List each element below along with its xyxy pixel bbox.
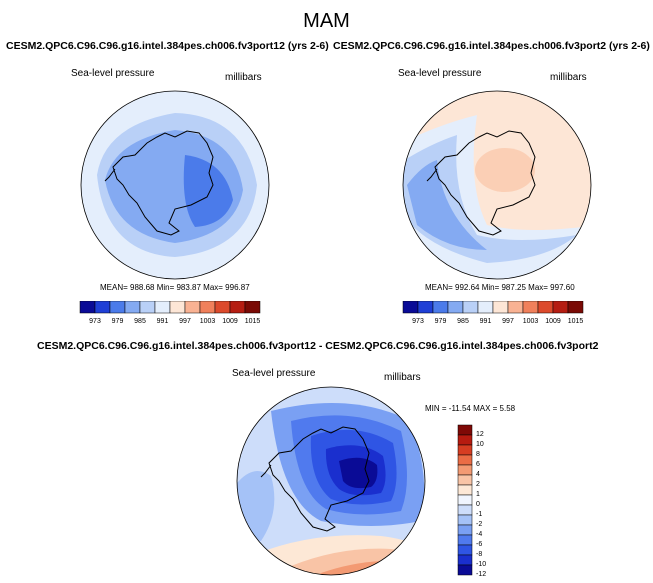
diff-colorbar-swatch bbox=[457, 474, 473, 486]
panel-1-colorbar-swatch bbox=[94, 301, 111, 314]
panel-1-colorbar-swatch bbox=[214, 301, 231, 314]
diff-stats: MIN = -11.54 MAX = 5.58 bbox=[425, 404, 516, 413]
diff-colorbar-tick: -4 bbox=[476, 531, 482, 538]
diff-colorbar-tick: 0 bbox=[476, 501, 480, 508]
panel-1-colorbar-swatch bbox=[139, 301, 156, 314]
panel-2-map bbox=[402, 90, 592, 280]
panel-1-coastline bbox=[104, 130, 214, 236]
panel-2-colorbar-tick: 973 bbox=[412, 318, 424, 325]
panel-1-contour-band bbox=[183, 155, 233, 227]
panel-1-colorbar-swatch bbox=[124, 301, 141, 314]
panel-2-stats: MEAN= 992.64 Min= 987.25 Max= 997.60 bbox=[425, 283, 575, 292]
diff-colorbar-swatch bbox=[457, 494, 473, 506]
diff-colorbar-swatch bbox=[457, 434, 473, 446]
diff-colorbar-swatch bbox=[457, 524, 473, 536]
panel-1-colorbar-tick: 985 bbox=[134, 318, 146, 325]
panel-2-contour-band bbox=[475, 148, 535, 192]
panel-2-colorbar-swatch bbox=[432, 301, 449, 314]
panel-1-colorbar-swatch bbox=[199, 301, 216, 314]
diff-map-border bbox=[236, 386, 426, 576]
panel-1-colorbar-swatch bbox=[109, 301, 126, 314]
diff-colorbar-tick: -6 bbox=[476, 541, 482, 548]
diff-colorbar-swatch bbox=[457, 534, 473, 546]
panel-1-colorbar-swatch bbox=[169, 301, 186, 314]
panel-2-map-border bbox=[402, 90, 592, 280]
diff-colorbar-swatch bbox=[457, 424, 473, 436]
panel-2-colorbar-swatch bbox=[522, 301, 539, 314]
panel-1-colorbar-swatch bbox=[184, 301, 201, 314]
panel-1-map-border bbox=[80, 90, 270, 280]
panel-2-colorbar-swatch bbox=[537, 301, 554, 314]
panel-2-colorbar-swatch bbox=[447, 301, 464, 314]
panel-2-contour-band bbox=[407, 160, 487, 250]
diff-colorbar-tick: -2 bbox=[476, 521, 482, 528]
panel-1-colorbar-tick: 1009 bbox=[222, 318, 238, 325]
panel-2-colorbar-swatch bbox=[492, 301, 509, 314]
diff-coastline bbox=[260, 426, 370, 532]
diff-colorbar-swatch bbox=[457, 484, 473, 496]
diff-colorbar-swatch bbox=[457, 544, 473, 556]
panel-1-colorbar-tick: 1015 bbox=[245, 318, 261, 325]
diff-colorbar-swatch bbox=[457, 444, 473, 456]
panel-1-title: CESM2.QPC6.C96.C96.g16.intel.384pes.ch00… bbox=[6, 40, 329, 52]
diff-map bbox=[236, 386, 426, 576]
panel-1-colorbar-swatch bbox=[79, 301, 96, 314]
panel-1-variable: Sea-level pressure bbox=[71, 68, 155, 79]
panel-1-colorbar-swatch bbox=[244, 301, 261, 314]
panel-2-units: millibars bbox=[550, 72, 587, 83]
panel-2-colorbar-tick: 991 bbox=[480, 318, 492, 325]
diff-colorbar-swatch bbox=[457, 454, 473, 466]
panel-2-colorbar-swatch bbox=[507, 301, 524, 314]
diff-units: millibars bbox=[384, 372, 421, 383]
panel-1-colorbar: 973 979 985 991 997 1003 1009 1015 bbox=[79, 301, 261, 325]
panel-2-coastline bbox=[426, 130, 536, 236]
diff-colorbar-swatch bbox=[457, 464, 473, 476]
panel-1-colorbar-tick: 997 bbox=[179, 318, 191, 325]
panel-2-colorbar-tick: 1009 bbox=[545, 318, 561, 325]
panel-1-colorbar-tick: 1003 bbox=[200, 318, 216, 325]
diff-colorbar-tick: -10 bbox=[476, 561, 486, 568]
panel-2-colorbar-swatch bbox=[462, 301, 479, 314]
diff-colorbar-tick: 1 bbox=[476, 491, 480, 498]
panel-2-colorbar-tick: 1003 bbox=[523, 318, 539, 325]
panel-1-colorbar-swatch bbox=[229, 301, 246, 314]
diff-colorbar-swatch bbox=[457, 554, 473, 566]
diff-title: CESM2.QPC6.C96.C96.g16.intel.384pes.ch00… bbox=[37, 340, 599, 352]
panel-2-variable: Sea-level pressure bbox=[398, 68, 482, 79]
diff-colorbar-tick: 12 bbox=[476, 431, 484, 438]
panel-1-colorbar-tick: 973 bbox=[89, 318, 101, 325]
diff-contour-band bbox=[339, 457, 378, 489]
panel-1-units: millibars bbox=[225, 72, 262, 83]
panel-2-colorbar-swatch bbox=[417, 301, 434, 314]
panel-2-colorbar-tick: 997 bbox=[502, 318, 514, 325]
diff-colorbar-swatch bbox=[457, 564, 473, 576]
panel-1-colorbar-tick: 991 bbox=[157, 318, 169, 325]
diff-colorbar-tick: 6 bbox=[476, 461, 480, 468]
figure-title: MAM bbox=[303, 10, 350, 32]
panel-2-title: CESM2.QPC6.C96.C96.g16.intel.384pes.ch00… bbox=[333, 40, 650, 52]
diff-colorbar-tick: -1 bbox=[476, 511, 482, 518]
diff-colorbar-tick: 8 bbox=[476, 451, 480, 458]
panel-2-colorbar-swatch bbox=[477, 301, 494, 314]
panel-2-colorbar-swatch bbox=[567, 301, 584, 314]
diff-colorbar-tick: 2 bbox=[476, 481, 480, 488]
panel-1-map bbox=[80, 90, 270, 280]
panel-2-colorbar-tick: 979 bbox=[435, 318, 447, 325]
panel-1-colorbar-swatch bbox=[154, 301, 171, 314]
diff-colorbar-tick: 4 bbox=[476, 471, 480, 478]
diff-colorbar-tick: -12 bbox=[476, 571, 486, 578]
panel-2-colorbar-swatch bbox=[402, 301, 419, 314]
panel-1-stats: MEAN= 988.68 Min= 983.87 Max= 996.87 bbox=[100, 283, 250, 292]
panel-2-colorbar-tick: 1015 bbox=[568, 318, 584, 325]
diff-colorbar-swatch bbox=[457, 504, 473, 516]
panel-2-colorbar-swatch bbox=[552, 301, 569, 314]
panel-2-colorbar: 973 979 985 991 997 1003 1009 1015 bbox=[402, 301, 584, 325]
diff-colorbar-swatch bbox=[457, 514, 473, 526]
diff-colorbar-tick: 10 bbox=[476, 441, 484, 448]
panel-1-colorbar-tick: 979 bbox=[112, 318, 124, 325]
diff-variable: Sea-level pressure bbox=[232, 368, 316, 379]
diff-colorbar-tick: -8 bbox=[476, 551, 482, 558]
panel-2-colorbar-tick: 985 bbox=[457, 318, 469, 325]
